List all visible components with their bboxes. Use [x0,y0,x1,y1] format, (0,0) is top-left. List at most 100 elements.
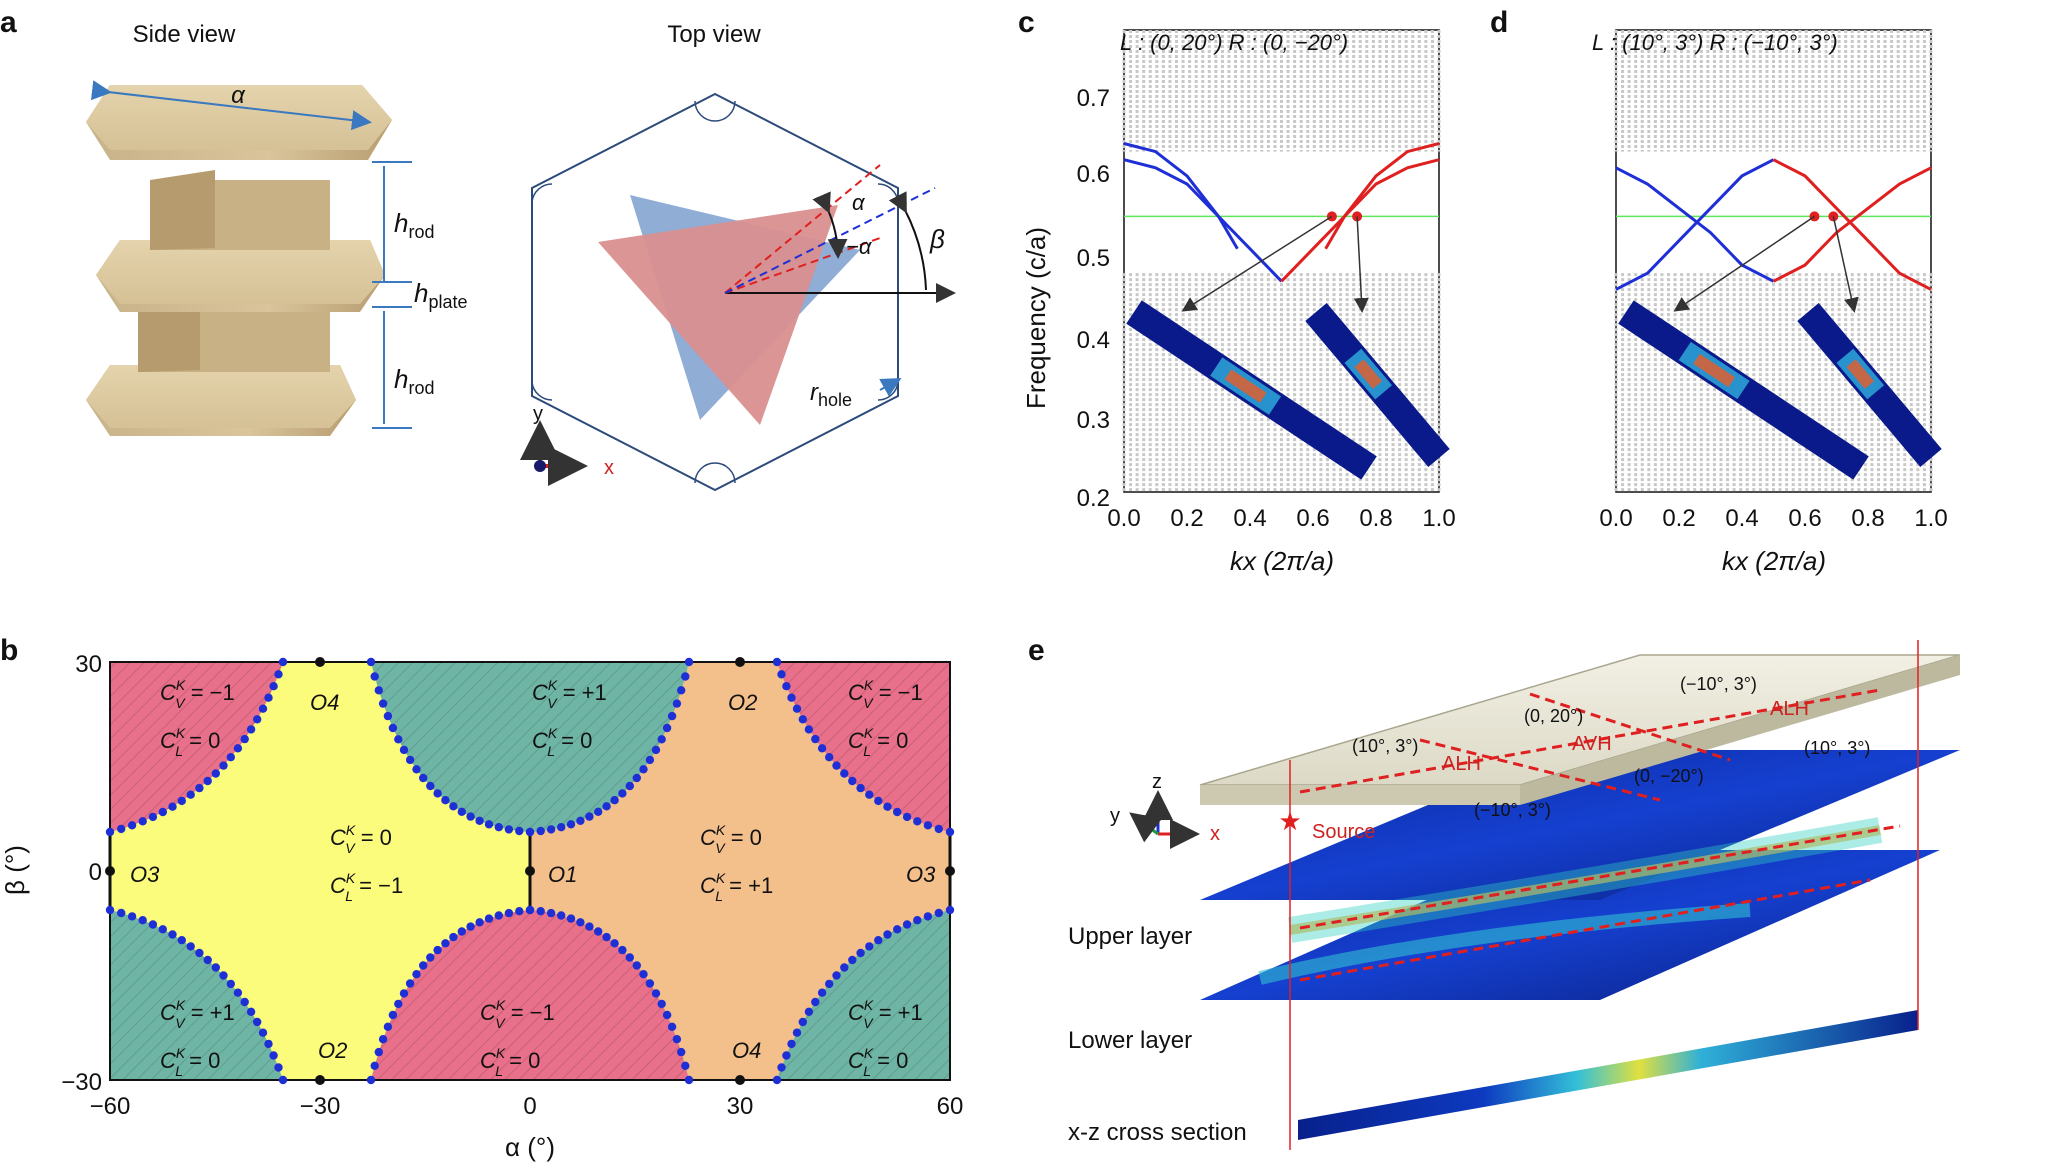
boundary-dot [525,905,535,915]
boundary-dot [399,745,409,755]
boundary-dot [618,945,627,955]
point-label: O2 [728,690,757,715]
boundary-dot [782,682,791,691]
boundary-dot [865,790,874,799]
boundary-dot [475,816,484,825]
chern-layer: CK L = 0 [160,1045,220,1079]
c-ytick: 0.4 [1077,327,1110,354]
edge-band [1123,158,1283,283]
boundary-dot [233,988,243,997]
boundary-dot [594,927,603,936]
chern-valley: CK V = −1 [848,677,923,711]
boundary-dot [798,1017,807,1027]
edge-band [1123,142,1239,250]
boundary-dot [426,781,435,791]
region-tag: (−10°, 3°) [1474,800,1551,820]
boundary-dot [105,905,115,915]
boundary-dot [405,979,415,988]
boundary-dot [811,734,820,744]
boundary-dot [651,989,661,998]
b-ytick: 0 [89,859,102,886]
boundary-dot [246,725,256,734]
boundary-dot [374,686,383,695]
boundary-dot [557,911,566,920]
c-ytick: 0.3 [1077,407,1110,434]
mode-arrow [1353,216,1369,313]
r-hole-label: rhole [810,379,852,410]
boundary-dot [378,1035,388,1044]
c-xtick: 0.4 [1233,505,1266,532]
chern-layer: CK L = 0 [848,1045,908,1079]
top-view-title: Top view [667,21,761,48]
chern-layer: CK L = 0 [532,725,592,759]
b-xtick: −30 [300,1093,341,1120]
boundary-dot [536,907,545,916]
boundary-dot [832,971,841,980]
boundary-dot [639,970,648,979]
boundary-dot [856,783,865,793]
b-xtick: 0 [523,1093,536,1120]
boundary-dot [388,723,398,733]
boundary-dot [253,715,262,724]
chern-valley: CK V = +1 [532,677,607,711]
boundary-dot [466,922,475,931]
boundary-dot [840,769,849,778]
boundary-dot [798,715,807,724]
special-point [735,657,745,667]
d-xtick: 0.8 [1851,505,1884,532]
chern-valley: CK V = −1 [160,677,235,711]
beta-label: β [929,224,945,254]
boundary-dot [625,781,634,791]
axis-x-label-e: x [1210,823,1220,845]
axis-x-label: x [604,457,614,479]
boundary-dot [525,827,535,837]
boundary-dot [127,912,137,921]
boundary-dot [426,953,435,962]
chern-layer: CK L = 0 [848,725,908,759]
boundary-dot [792,1028,802,1037]
boundary-dot [383,711,393,721]
boundary-dot [832,761,841,770]
special-point [735,1075,745,1085]
region-tags: (−10°, 3°) (0, 20°) (10°, 3°) (10°, 3°) … [1352,674,1870,820]
c-xlabel: kx (2π/a) [1230,546,1334,576]
boundary-dot [817,988,827,997]
boundary-dot [883,930,892,939]
c-ylabel: Frequency (c/a) [1021,227,1051,409]
boundary-dot [651,745,661,755]
boundary-dot [865,942,874,951]
boundary-dot [186,790,195,799]
boundary-dot [264,1039,273,1049]
boundary-dot [504,825,514,834]
special-point-labels: O4 O2 O3 O1 O3 O2 O4 [130,690,936,1063]
mode-arrow [1832,216,1859,313]
boundary-dot [576,918,585,927]
boundary-dot [203,776,212,786]
boundary-dot [195,948,204,958]
panel-label-d: d [1490,6,1508,39]
boundary-dot [258,1028,268,1037]
d-xlabel: kx (2π/a) [1722,546,1826,576]
boundary-dot [945,905,955,915]
boundary-dot [433,945,442,955]
boundary-dot [772,1075,782,1085]
panel-c: c L : (0, 20°) R : (0, −20°) Frequency (… [1018,6,1456,576]
special-point [945,866,955,876]
boundary-dot [419,773,428,783]
boundary-dot [240,734,249,744]
boundary-dot [258,704,268,713]
boundary-dot [370,1061,379,1071]
chern-layer: CK L = +1 [700,870,773,904]
boundary-dot [466,812,475,821]
boundary-dot [645,979,655,988]
boundary-dot [546,825,556,834]
legend-c: L : (0, 20°) R : (0, −20°) [1120,30,1348,55]
boundary-dot [158,807,167,817]
d-xtick: 0.2 [1662,505,1695,532]
boundary-dot [772,657,782,667]
boundary-dot [883,802,892,811]
c-xticks: 0.0 0.2 0.4 0.6 0.8 1.0 [1107,505,1455,532]
boundary-dot [782,1051,791,1060]
b-xtick: 60 [937,1093,964,1120]
region-tag: (0, −20°) [1634,766,1704,786]
